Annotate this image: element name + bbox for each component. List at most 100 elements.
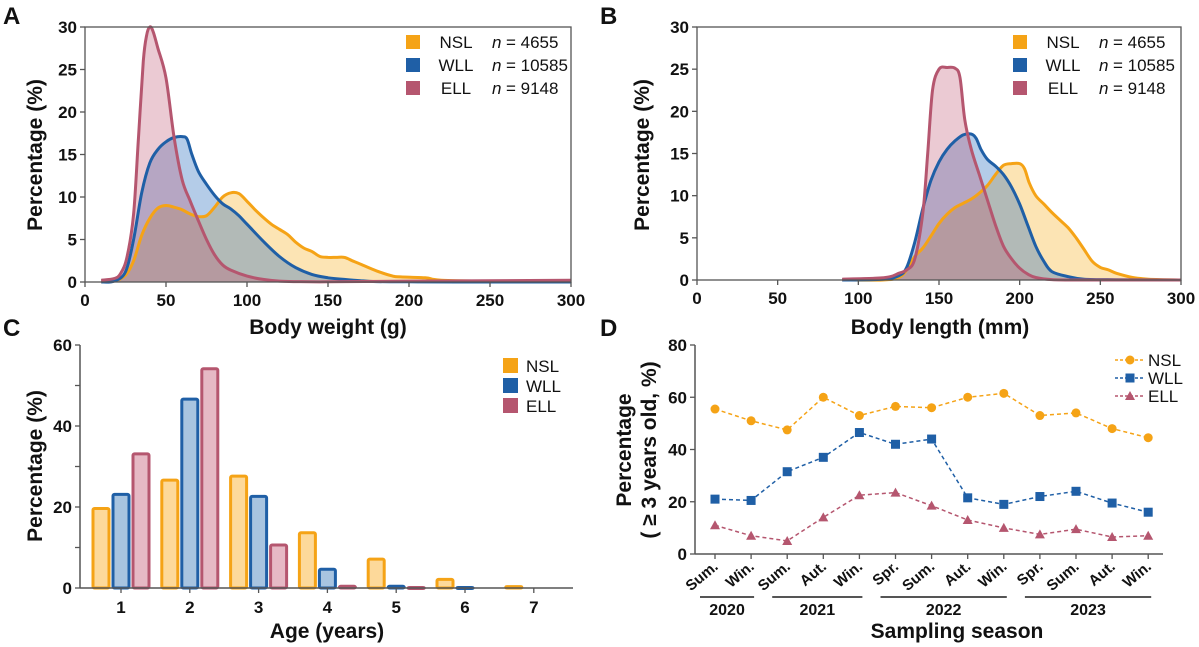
panel-d-point-ell (962, 515, 973, 525)
panel-a-ylabel: Percentage (%) (24, 79, 47, 231)
panel-a-ytick-label: 5 (68, 231, 77, 250)
panel-d-xtick-label: Aut. (797, 558, 830, 590)
panel-a-legend-swatch-nsl (406, 35, 420, 49)
panel-b-xtick-label: 300 (1167, 289, 1195, 308)
panel-b-areas (842, 65, 1182, 282)
panel-b-area-ell (842, 66, 1181, 281)
panel-b-ytick-label: 25 (670, 60, 689, 79)
panel-d-xtick-label: Sum. (755, 558, 794, 595)
panel-a-legend-swatch-wll (406, 58, 420, 72)
panel-d-xtick-label: Win. (723, 558, 758, 591)
panel-d-point-ell (998, 522, 1009, 532)
panel-c-bar-wll (249, 494, 269, 590)
panel-c-xtick-label: 7 (529, 598, 538, 617)
panel-c-bar-ell (200, 367, 220, 590)
panel-d-point-wll (710, 494, 720, 504)
panel-b-ytick-label: 10 (670, 187, 689, 206)
panel-d-point-nsl (1071, 408, 1081, 418)
panel-d-point-ell (1107, 532, 1118, 542)
panel-a-legend-swatch-ell (406, 81, 420, 95)
panel-d-point-wll (782, 467, 792, 477)
panel-a-ytick-label: 15 (58, 146, 77, 165)
panel-c-bar-nsl (160, 478, 180, 590)
panel-b-xtick-label: 250 (1086, 289, 1114, 308)
panel-c-legend-swatch-wll (503, 378, 518, 393)
panel-c-xlabel: Age (years) (270, 620, 384, 643)
panel-c-ytick-label: 0 (63, 579, 72, 598)
panel-d-point-wll (1071, 486, 1081, 496)
panel-d-xtick-label: Sum. (683, 558, 722, 595)
panel-d-point-wll (746, 495, 756, 505)
panel-c-age-bars: 0 20 40 60 1 2 3 4 5 6 7 Age (years) Percentage (%… (24, 336, 573, 643)
panel-d-point-ell (1071, 524, 1081, 534)
panel-letter-a: A (3, 3, 20, 30)
panel-d-point-wll (1035, 492, 1045, 502)
panel-d-legend-label-nsl: NSL (1148, 351, 1181, 370)
panel-b-area-nsl (842, 163, 1181, 281)
panel-d-point-ell (710, 520, 720, 530)
panel-b-legend-swatch-wll (1013, 58, 1027, 72)
panel-d-point-nsl (818, 392, 828, 402)
panel-d-point-ell (1034, 529, 1045, 539)
panel-a-line-wll (101, 135, 571, 284)
panel-b-xtick-label: 100 (844, 289, 872, 308)
panel-d-point-wll (1143, 507, 1153, 517)
panel-a-xtick-label: 200 (395, 291, 423, 310)
panel-c-bar-wll (180, 397, 200, 590)
panel-c-xtick-label: 3 (254, 598, 263, 617)
panel-c-bars (91, 367, 524, 590)
panel-d-point-nsl (891, 401, 900, 411)
panel-c-legend-label-ell: ELL (526, 397, 556, 416)
panel-a-legend-n-symbol: n (492, 56, 501, 75)
panel-b-line-ell (842, 65, 1182, 282)
panel-a-legend-label-ell: ELL (441, 79, 471, 98)
panel-d-point-wll (999, 499, 1009, 509)
panel-b-ytick-label: 5 (680, 229, 689, 248)
panel-a-areas (100, 25, 572, 284)
panel-d-point-ell (926, 500, 937, 510)
panel-c-bar-ell (131, 452, 151, 590)
panel-c-xtick-label: 2 (185, 598, 194, 617)
panel-d-point-nsl (1035, 411, 1045, 421)
panel-c-bar-nsl (229, 474, 249, 590)
panel-d-line-wll (714, 431, 1149, 513)
panel-a-legend-label-wll: WLL (439, 56, 474, 75)
panel-c-ytick-label: 40 (53, 417, 72, 436)
panel-d-ytick-label: 40 (668, 441, 687, 460)
panel-c-legend-label-wll: WLL (526, 377, 561, 396)
panel-a-legend-n-ell: = 9148 (506, 79, 558, 98)
panel-b-legend-n-ell: = 9148 (1113, 79, 1165, 98)
panel-letter-c: C (3, 315, 20, 342)
panel-b-legend-label-nsl: NSL (1046, 33, 1079, 52)
panel-c-bar-wll (317, 567, 337, 590)
panel-b-xtick-label: 50 (768, 289, 787, 308)
panel-a-legend: NSL n = 4655 WLL n = 10585 ELL n = 9148 (406, 33, 568, 98)
panel-letter-b: B (600, 3, 617, 30)
panel-d-point-ell (854, 490, 865, 500)
panel-c-bar-wll (111, 492, 131, 590)
panel-c-bar-nsl (366, 557, 386, 590)
panel-b-legend-n-symbol: n (1099, 56, 1108, 75)
panel-a-line-ell (100, 25, 572, 284)
panel-b-xlabel: Body length (mm) (851, 316, 1030, 339)
panel-d-point-wll (963, 493, 973, 503)
panel-c-ylabel: Percentage (%) (24, 390, 47, 542)
panel-d-point-nsl (963, 392, 973, 402)
panel-a-xtick-label: 250 (476, 291, 504, 310)
panel-b-xtick-label: 0 (692, 289, 701, 308)
panel-d-xtick-label: Win. (1120, 558, 1155, 591)
panel-d-point-ell (782, 535, 793, 545)
panel-a-xtick-label: 150 (314, 291, 342, 310)
panel-d-xtick-label: Win. (831, 558, 866, 591)
panel-a-xtick-label: 0 (80, 291, 89, 310)
panel-b-legend-swatch-ell (1013, 81, 1027, 95)
panel-c-bar-nsl (435, 577, 455, 590)
panel-a-xtick-label: 50 (157, 291, 176, 310)
panel-a-ytick-label: 20 (58, 103, 77, 122)
panel-a-ytick-label: 25 (58, 61, 77, 80)
